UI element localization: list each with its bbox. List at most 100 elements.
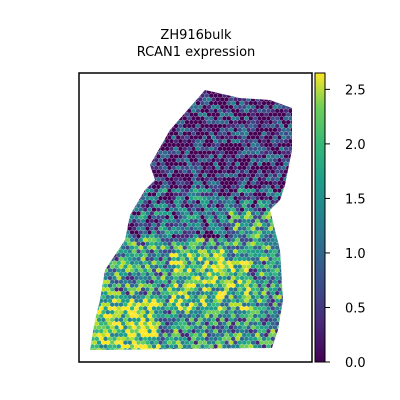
spot (116, 161, 121, 167)
spot (127, 135, 132, 140)
spot (138, 192, 143, 197)
spot (162, 104, 168, 110)
spot (250, 241, 256, 247)
spot (295, 264, 299, 269)
spot (268, 332, 273, 338)
spot (136, 271, 141, 277)
spot (226, 207, 231, 212)
spot (143, 199, 148, 205)
spot (195, 230, 201, 235)
spot (224, 325, 229, 330)
spot (90, 313, 95, 319)
spot (246, 135, 251, 140)
spot (167, 226, 172, 231)
spot (156, 123, 161, 129)
spot (279, 237, 284, 243)
spot (193, 97, 198, 102)
spot (293, 169, 297, 174)
spot (290, 188, 292, 193)
spot (277, 180, 282, 186)
spot (101, 347, 106, 350)
spot (198, 294, 203, 300)
spot (228, 317, 234, 323)
spot (116, 275, 121, 281)
spot (116, 176, 121, 182)
spot (129, 184, 135, 190)
spot (90, 123, 91, 129)
spot (132, 150, 137, 155)
spot (110, 302, 115, 307)
spot (96, 211, 102, 216)
spot (158, 188, 163, 193)
spot (90, 161, 91, 167)
spot (145, 317, 150, 323)
spot (235, 192, 240, 197)
spot (191, 344, 196, 349)
spot (281, 150, 286, 155)
spot (242, 347, 247, 350)
spot (165, 306, 170, 311)
spot (156, 328, 161, 334)
spot (257, 131, 262, 136)
spot (239, 230, 245, 235)
spot (195, 207, 201, 212)
spot (293, 283, 297, 288)
spot (132, 325, 137, 330)
spot (206, 271, 212, 277)
spot (149, 241, 154, 247)
spot (299, 241, 303, 246)
spot (237, 309, 242, 315)
spot (283, 207, 289, 212)
spot (125, 146, 130, 152)
spot (261, 154, 267, 159)
spot (270, 306, 275, 311)
spot (279, 298, 284, 304)
spot (90, 108, 91, 114)
spot (134, 131, 139, 136)
spot (226, 192, 231, 197)
spot (145, 97, 150, 102)
spot (275, 146, 280, 152)
spot (156, 90, 161, 91)
spot (110, 218, 115, 224)
spot (123, 309, 128, 315)
spot (90, 135, 93, 140)
spot (110, 271, 115, 277)
spot (176, 195, 181, 201)
spot (224, 211, 229, 216)
spot (288, 237, 292, 243)
spot (143, 169, 148, 174)
spot (176, 157, 181, 163)
spot (90, 237, 91, 243)
spot (125, 230, 130, 235)
spot (244, 131, 249, 136)
colorbar-ticks: 0.00.51.01.52.02.5 (325, 83, 366, 371)
spot (92, 302, 97, 307)
spot (213, 131, 218, 136)
spot (195, 100, 201, 106)
spot (169, 283, 174, 288)
spot (112, 207, 117, 212)
spot (125, 108, 130, 114)
spot (242, 287, 247, 292)
spot (101, 249, 106, 254)
spot (187, 116, 192, 121)
spot (107, 169, 113, 174)
spot (239, 108, 245, 114)
spot (118, 165, 124, 171)
spot (246, 340, 251, 345)
spot (173, 214, 179, 220)
spot (92, 165, 97, 171)
spot (149, 211, 154, 216)
spot (281, 195, 286, 201)
spot (151, 207, 157, 212)
spot (215, 90, 220, 95)
spot (293, 177, 297, 182)
spot (257, 199, 262, 205)
spot (127, 119, 132, 125)
spot (156, 192, 161, 197)
spot (182, 90, 187, 91)
spot (239, 344, 245, 349)
spot (92, 104, 97, 110)
spot (226, 176, 231, 182)
